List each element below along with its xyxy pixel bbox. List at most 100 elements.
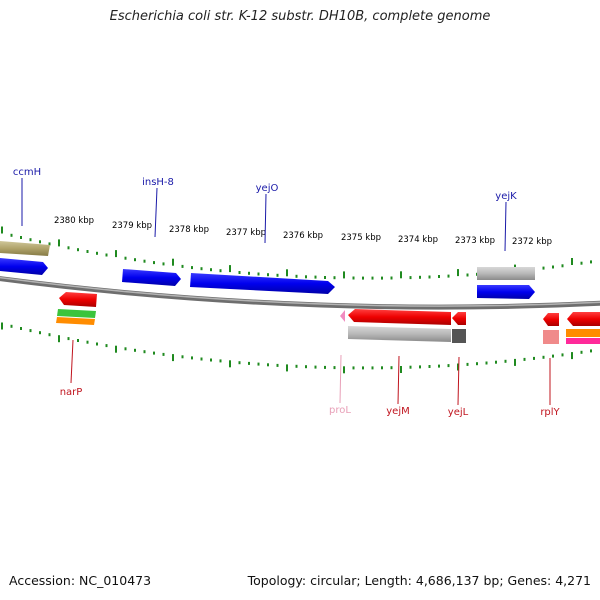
ruler-label: 2372 kbp	[512, 237, 552, 247]
gene-proL[interactable]	[340, 310, 345, 322]
minor-tick	[371, 366, 374, 370]
minor-tick	[495, 360, 497, 364]
minor-tick	[248, 271, 250, 275]
minor-tick	[438, 364, 440, 368]
minor-tick	[39, 331, 41, 335]
ruler-label: 2376 kbp	[283, 231, 323, 241]
minor-tick	[419, 275, 421, 279]
minor-tick	[447, 274, 450, 278]
minor-tick	[362, 276, 364, 280]
gene-ccmH[interactable]	[0, 241, 50, 256]
gene-label-proL: proL	[329, 405, 351, 416]
minor-tick	[428, 275, 431, 279]
minor-tick	[333, 276, 336, 280]
major-tick	[172, 258, 174, 266]
minor-tick	[409, 365, 412, 369]
minor-tick	[39, 240, 41, 244]
gene-orange-band	[56, 317, 95, 325]
minor-tick	[561, 264, 564, 268]
minor-tick	[476, 362, 478, 366]
minor-tick	[447, 364, 450, 368]
gene-narP[interactable]	[59, 292, 97, 307]
minor-tick	[200, 357, 203, 361]
gene-yejO[interactable]	[190, 273, 335, 294]
major-tick	[286, 364, 288, 372]
minor-tick	[428, 365, 431, 368]
minor-tick	[238, 271, 241, 274]
major-tick	[514, 358, 516, 366]
minor-tick	[352, 276, 355, 280]
gene-green-band	[57, 309, 96, 318]
major-tick	[229, 265, 231, 273]
minor-tick	[210, 268, 212, 272]
gene-label-narP: narP	[60, 387, 83, 398]
minor-tick	[124, 256, 127, 260]
gene-right-orange	[566, 329, 600, 337]
major-tick	[172, 354, 174, 362]
minor-tick	[561, 353, 564, 357]
minor-tick	[124, 347, 127, 351]
minor-tick	[504, 359, 507, 363]
outer-tick-ruler	[1, 226, 592, 280]
minor-tick	[162, 352, 165, 356]
accession-text: Accession: NC_010473	[9, 573, 152, 588]
genome-backbone	[0, 276, 600, 310]
map-title: Escherichia coli str. K-12 substr. DH10B…	[109, 9, 491, 24]
minor-tick	[333, 366, 336, 370]
minor-tick	[219, 269, 222, 273]
minor-tick	[191, 356, 193, 360]
major-tick	[1, 226, 3, 234]
major-tick	[58, 239, 60, 247]
minor-tick	[181, 355, 184, 359]
minor-tick	[466, 362, 469, 366]
minor-tick	[580, 350, 583, 354]
minor-tick	[257, 362, 260, 366]
gene-yejL[interactable]	[452, 312, 466, 325]
gene-yejK-grey[interactable]	[477, 267, 535, 280]
genome-summary-text: Topology: circular; Length: 4,686,137 bp…	[247, 573, 591, 588]
minor-tick	[590, 260, 592, 264]
major-tick	[400, 366, 402, 373]
minor-tick	[276, 273, 279, 277]
inner-tick-ruler	[1, 322, 592, 374]
minor-tick	[181, 264, 184, 268]
ruler-label: 2375 kbp	[341, 233, 381, 243]
gene-blue-left[interactable]	[0, 258, 48, 275]
major-tick	[115, 250, 117, 258]
gene-yejK[interactable]	[477, 285, 535, 299]
minor-tick	[77, 248, 79, 252]
major-tick	[286, 269, 288, 277]
minor-tick	[419, 365, 421, 369]
minor-tick	[238, 361, 241, 365]
minor-tick	[305, 275, 307, 279]
ruler-label: 2380 kbp	[54, 216, 94, 226]
minor-tick	[20, 327, 22, 330]
minor-tick	[153, 261, 155, 265]
gene-label-yejO: yejO	[256, 183, 279, 194]
ruler-label: 2373 kbp	[455, 236, 495, 246]
minor-tick	[29, 238, 32, 242]
minor-tick	[20, 236, 22, 239]
major-tick	[115, 345, 117, 353]
ruler-label: 2377 kbp	[226, 228, 266, 238]
major-tick	[343, 366, 345, 374]
minor-tick	[257, 272, 260, 276]
minor-tick	[352, 366, 355, 370]
major-tick	[571, 352, 573, 360]
major-tick	[58, 335, 60, 343]
gene-label-yejM: yejM	[386, 406, 409, 417]
gene-right-red[interactable]	[567, 312, 600, 326]
gene-rplY-pink	[543, 330, 559, 344]
minor-tick	[153, 351, 155, 355]
gene-rplY[interactable]	[543, 313, 559, 326]
ruler-label: 2379 kbp	[112, 221, 152, 231]
gene-insH-8[interactable]	[122, 269, 181, 286]
minor-tick	[533, 356, 535, 360]
gene-yejM[interactable]	[348, 309, 451, 325]
gene-right-magenta	[566, 338, 600, 344]
gene-label-ccmH: ccmH	[13, 167, 41, 178]
minor-tick	[466, 273, 469, 277]
gene-label-insH-8: insH-8	[142, 177, 174, 188]
minor-tick	[314, 275, 317, 279]
